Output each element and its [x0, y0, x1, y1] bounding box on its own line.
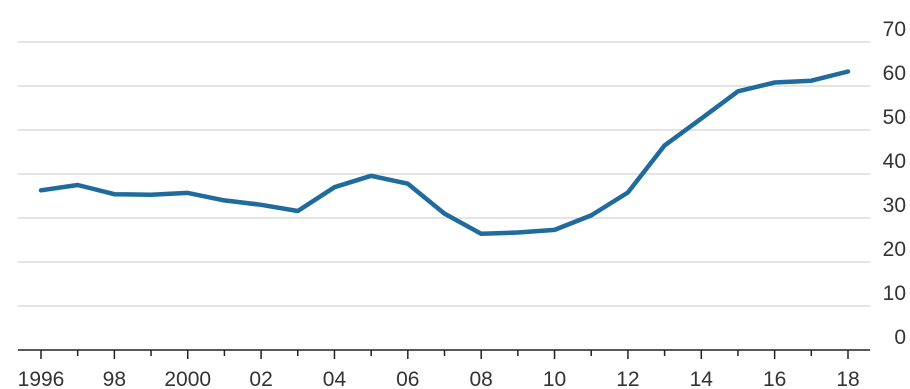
- x-tick-label: 1996: [18, 368, 65, 389]
- x-tick-label: 02: [249, 368, 272, 389]
- x-tick-label: 10: [543, 368, 566, 389]
- x-tick-label: 06: [396, 368, 419, 389]
- x-tick-label: 98: [103, 368, 126, 389]
- y-tick-label: 30: [883, 194, 906, 217]
- y-tick-label: 0: [894, 326, 906, 349]
- series-line-0: [38, 69, 851, 237]
- grid-layer: [18, 41, 870, 307]
- x-tick-label: 18: [836, 368, 859, 389]
- x-axis: [18, 349, 870, 359]
- y-tick-label: 40: [883, 150, 906, 173]
- x-tick-label: 04: [323, 368, 347, 389]
- x-tick-label: 12: [616, 368, 639, 389]
- y-tick-label: 20: [883, 238, 906, 261]
- series-layer: [38, 69, 851, 237]
- x-axis-tick-labels: 1996 98 2000 02 04 06 08 10 12 14 16 18: [18, 368, 860, 389]
- x-tick-label: 08: [470, 368, 493, 389]
- y-axis-tick-labels: 0 10 20 30 40 50 60 70: [883, 18, 906, 349]
- x-tick-label: 16: [763, 368, 786, 389]
- y-tick-label: 10: [883, 282, 906, 305]
- x-tick-label: 14: [690, 368, 714, 389]
- x-tick-label: 2000: [164, 368, 211, 389]
- y-tick-label: 50: [883, 106, 906, 129]
- y-tick-label: 70: [883, 18, 906, 41]
- y-tick-label: 60: [883, 62, 906, 85]
